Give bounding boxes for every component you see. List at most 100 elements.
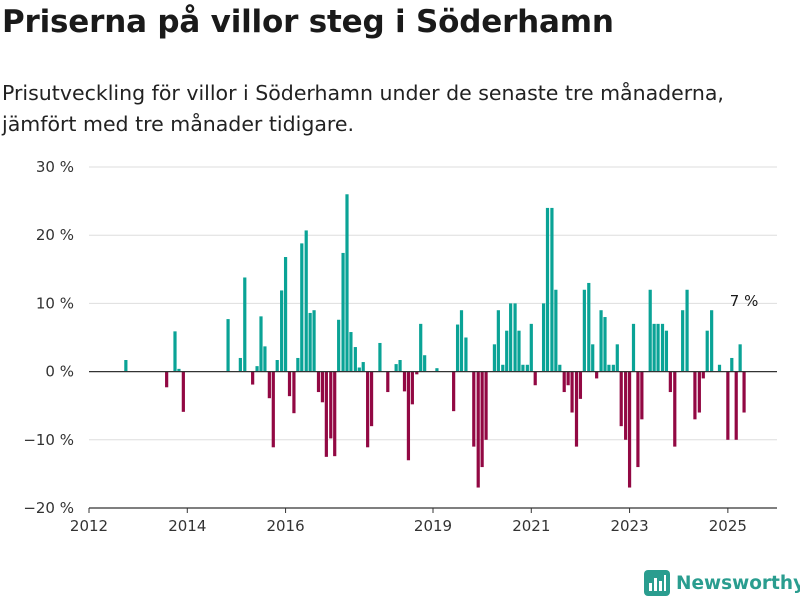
- bar: [480, 371, 484, 468]
- bar: [406, 371, 411, 461]
- bar: [566, 371, 570, 386]
- bar: [324, 371, 328, 457]
- bar: [660, 323, 665, 372]
- bar: [505, 330, 509, 372]
- bar: [656, 323, 660, 372]
- bar: [308, 312, 312, 372]
- bar: [734, 371, 738, 440]
- bar: [545, 207, 550, 372]
- bar: [624, 371, 628, 440]
- bar: [509, 303, 513, 372]
- bar: [415, 371, 419, 375]
- bar: [640, 371, 644, 420]
- bar: [320, 371, 325, 403]
- bar: [591, 344, 595, 372]
- axes: [88, 370, 777, 513]
- bar: [283, 257, 288, 372]
- x-tick-label: 2021: [512, 517, 550, 535]
- bar: [501, 364, 505, 372]
- bar: [165, 371, 169, 388]
- bar: [349, 332, 353, 372]
- bar: [378, 342, 382, 372]
- bar: [697, 371, 701, 413]
- bar: [484, 371, 488, 440]
- bar: [292, 371, 296, 414]
- chart-title: Priserna på villor steg i Söderhamn: [2, 4, 614, 40]
- bar: [316, 371, 321, 393]
- bar: [636, 371, 640, 468]
- bar: [402, 371, 407, 392]
- bar: [701, 371, 705, 379]
- bar: [726, 371, 730, 440]
- bar: [452, 371, 456, 412]
- bar: [554, 289, 558, 372]
- bar: [705, 330, 709, 372]
- bar: [631, 323, 636, 372]
- bar: [398, 360, 402, 372]
- bar: [476, 371, 480, 488]
- bar: [312, 310, 316, 372]
- x-tick-label: 2014: [168, 517, 206, 535]
- bar: [419, 323, 423, 372]
- bar: [345, 194, 349, 372]
- bar-chart: −20 % −10 % 0 % 10 % 20 % 30 % 2012 2014 2016 201…: [23, 158, 777, 535]
- brand-name: Newsworthy: [676, 572, 800, 594]
- bar: [529, 323, 533, 372]
- bar: [181, 371, 185, 412]
- bar: [521, 364, 525, 372]
- bar: [550, 207, 554, 372]
- bar: [459, 310, 464, 372]
- bar: [541, 303, 546, 372]
- bar: [525, 364, 529, 372]
- bar: [668, 371, 672, 393]
- bar: [226, 319, 230, 372]
- bar: [673, 371, 677, 447]
- last-value-annotation: 7 %: [730, 292, 759, 310]
- bar: [717, 364, 722, 372]
- x-tick-label: 2016: [266, 517, 304, 535]
- bar: [300, 243, 304, 372]
- bar: [570, 371, 574, 413]
- bar: [742, 371, 746, 413]
- bar: [513, 303, 517, 372]
- bar: [341, 252, 345, 372]
- x-tick-label: 2012: [70, 517, 108, 535]
- bar: [386, 371, 390, 393]
- bar: [361, 362, 365, 372]
- bar: [366, 371, 370, 448]
- bar: [578, 371, 583, 399]
- bar: [496, 310, 500, 372]
- bar: [664, 330, 669, 372]
- x-tick-label: 2025: [709, 517, 747, 535]
- bar: [693, 371, 697, 420]
- bar: [251, 371, 255, 385]
- bar: [562, 371, 566, 393]
- bar: [533, 371, 537, 386]
- bar: [681, 310, 685, 372]
- bar: [587, 282, 591, 372]
- bar: [177, 368, 181, 372]
- bar: [238, 357, 242, 372]
- bar: [304, 230, 308, 372]
- bar: [296, 357, 300, 372]
- bar: [738, 344, 742, 372]
- bars: [124, 194, 746, 488]
- chart-subtitle: Prisutveckling för villor i Söderhamn un…: [2, 81, 724, 136]
- bar: [410, 371, 414, 405]
- bar: [464, 337, 468, 372]
- y-tick-label: 0 %: [45, 363, 74, 381]
- bar: [517, 330, 521, 372]
- bar: [607, 364, 611, 372]
- bar: [558, 364, 562, 372]
- y-tick-label: −10 %: [23, 431, 74, 449]
- bar: [243, 277, 247, 372]
- y-tick-label: 10 %: [36, 294, 74, 312]
- bar: [263, 346, 267, 372]
- bar: [173, 331, 177, 372]
- brand-logo: Newsworthy: [644, 568, 800, 598]
- tick-labels: −20 % −10 % 0 % 10 % 20 % 30 % 2012 2014 2016 201…: [23, 158, 747, 535]
- bar: [574, 371, 579, 447]
- bar: [333, 371, 337, 457]
- bar: [685, 289, 689, 372]
- bar: [124, 360, 128, 372]
